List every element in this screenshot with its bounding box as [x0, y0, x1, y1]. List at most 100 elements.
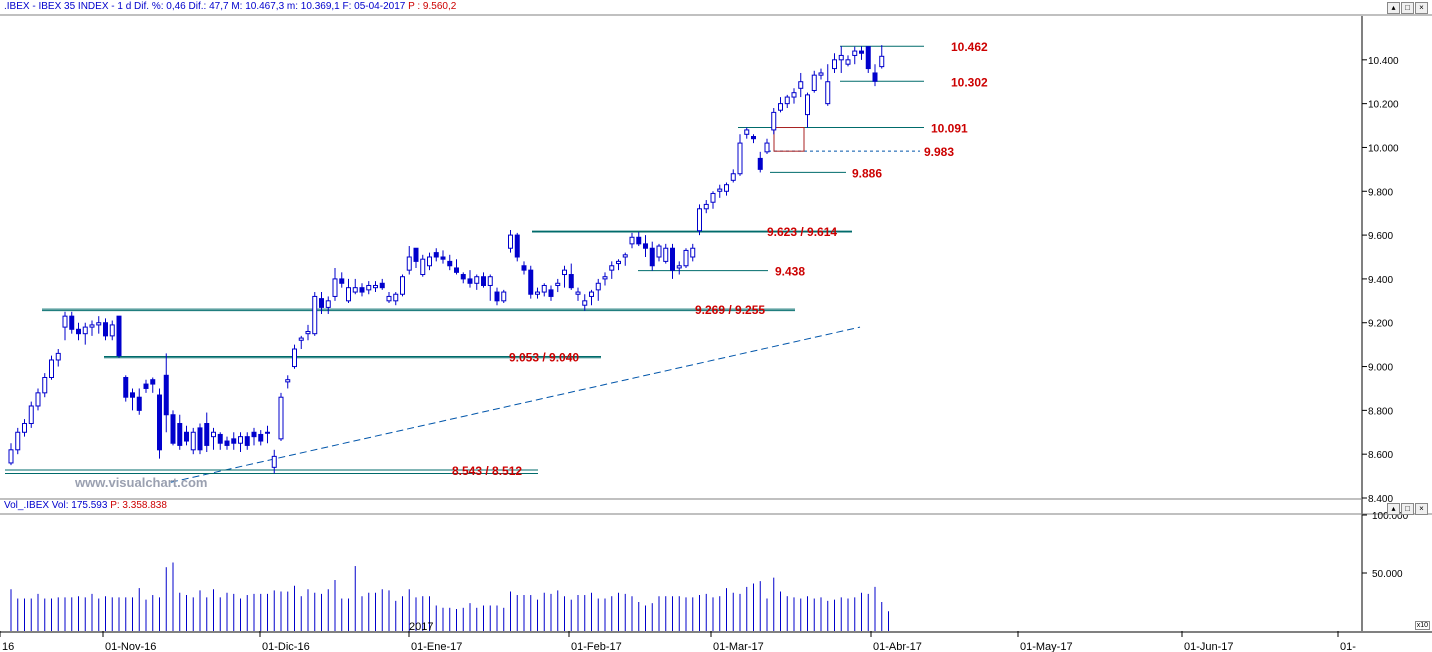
candle-body — [825, 81, 831, 105]
candle-body — [278, 396, 284, 440]
candle-body — [325, 300, 331, 308]
y-tick-label: 9.600 — [1368, 231, 1393, 242]
candle-body — [62, 315, 68, 328]
candle-body — [184, 431, 189, 442]
maximize-button[interactable]: □ — [1401, 2, 1414, 14]
candle-body — [271, 455, 277, 468]
candle-body — [501, 291, 507, 302]
candle-body — [332, 278, 338, 297]
candle-body — [89, 324, 95, 328]
candle-body — [487, 276, 493, 286]
candle-body — [622, 254, 628, 258]
candle-body — [265, 431, 270, 434]
candle-body — [393, 293, 399, 302]
candle-body — [231, 438, 237, 444]
candle-body — [494, 291, 500, 302]
candle-body — [366, 284, 372, 291]
candle-body — [285, 379, 291, 383]
y-tick-label: 9.200 — [1368, 319, 1393, 330]
level-label: 9.438 — [775, 265, 805, 279]
candle-body — [123, 377, 129, 398]
candle-body — [730, 173, 736, 181]
candle-body — [467, 278, 473, 284]
candle-body — [447, 260, 453, 267]
main-p-text: P : 9.560,2 — [408, 1, 457, 12]
candle-body — [818, 72, 824, 76]
candle-body — [76, 328, 81, 335]
candle-body — [703, 203, 709, 210]
volume-unit-tag: x10 — [1414, 621, 1430, 630]
candle-body — [35, 392, 41, 407]
candle-body — [305, 330, 311, 335]
vol-maximize-button[interactable]: □ — [1401, 503, 1414, 515]
candle-body — [852, 50, 858, 56]
close-button[interactable]: × — [1415, 2, 1428, 14]
candle-body — [541, 284, 547, 293]
y-tick-label: 9.800 — [1368, 187, 1393, 198]
candle-body — [595, 282, 601, 291]
chart-header: .IBEX - IBEX 35 INDEX - 1 d Dif. %: 0,46… — [4, 1, 456, 15]
candle-body — [15, 431, 21, 451]
candle-body — [150, 379, 156, 385]
candle-body — [602, 276, 608, 280]
candle-body — [859, 50, 864, 54]
candle-body — [8, 449, 14, 464]
candle-body — [42, 377, 48, 394]
candle-body — [845, 59, 851, 65]
candle-body — [96, 322, 102, 326]
candle-body — [157, 394, 162, 451]
y-tick-label: 9.400 — [1368, 275, 1393, 286]
candle-body — [805, 94, 810, 116]
candle-body — [609, 265, 615, 271]
level-label: 9.886 — [852, 166, 882, 180]
minimize-button[interactable]: ▴ — [1387, 2, 1400, 14]
y-tick-label: 9.000 — [1368, 363, 1393, 374]
candle-body — [440, 256, 446, 260]
candle-body — [663, 247, 669, 262]
level-label: 10.302 — [951, 75, 988, 89]
vol-y-tick-label: 50.000 — [1372, 569, 1403, 580]
candle-body — [55, 352, 61, 361]
candle-body — [778, 103, 783, 111]
candle-body — [190, 431, 196, 451]
candle-body — [292, 348, 297, 368]
x-tick-label: 01-Ene-17 — [411, 641, 462, 652]
candle-body — [116, 315, 122, 357]
candle-body — [508, 234, 513, 249]
level-label: 10.462 — [951, 40, 988, 54]
level-label: 9.269 / 9.255 — [695, 303, 765, 317]
candle-body — [798, 81, 804, 89]
level-label: 9.983 — [924, 145, 954, 159]
candle-body — [683, 249, 689, 267]
candle-body — [811, 74, 817, 91]
candle-body — [784, 96, 790, 105]
volume-window-buttons: ▴ □ × — [1386, 503, 1428, 515]
candle-body — [170, 414, 176, 444]
candle-body — [379, 282, 385, 289]
candle-body — [757, 157, 763, 170]
highlight-box — [773, 127, 805, 152]
vol-minimize-button[interactable]: ▴ — [1387, 503, 1400, 515]
vol-close-button[interactable]: × — [1415, 503, 1428, 515]
watermark: www.visualchart.com — [74, 475, 207, 490]
candle-body — [582, 300, 588, 306]
candle-body — [352, 287, 358, 293]
candle-body — [163, 374, 169, 416]
candle-body — [521, 265, 527, 271]
candle-body — [359, 287, 365, 293]
candle-body — [103, 322, 108, 337]
candle-body — [130, 392, 135, 398]
candle-body — [616, 260, 621, 265]
level-label: 8.543 / 8.512 — [452, 464, 522, 478]
candle-body — [136, 396, 142, 411]
candle-body — [339, 278, 345, 284]
candle-body — [433, 252, 439, 258]
candle-body — [28, 405, 34, 425]
candle-body — [251, 431, 257, 438]
candle-body — [400, 276, 405, 295]
x-tick-label: 01-Jun-17 — [1184, 641, 1234, 652]
candle-body — [690, 247, 696, 258]
candle-body — [454, 267, 459, 273]
candle-body — [636, 236, 642, 245]
